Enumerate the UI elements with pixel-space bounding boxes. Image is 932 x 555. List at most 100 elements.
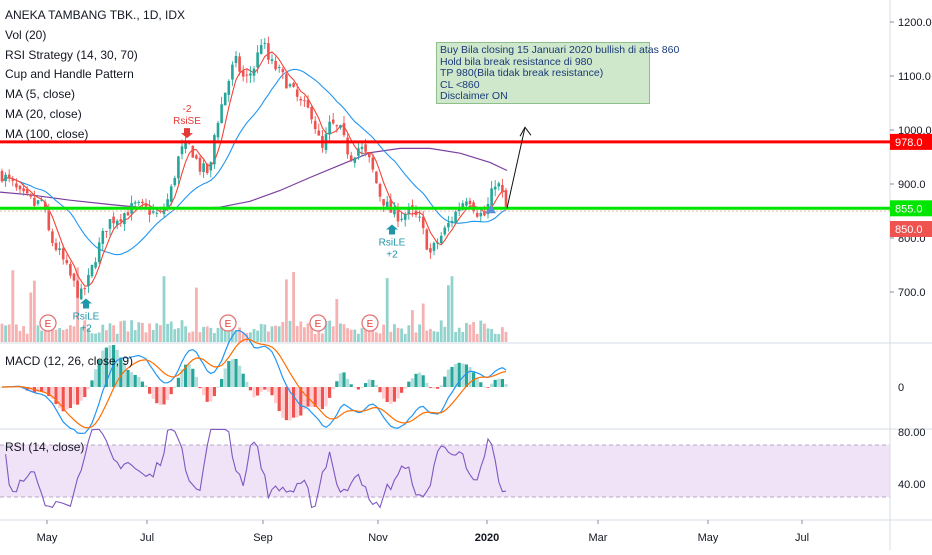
volume-bar xyxy=(79,327,83,342)
earnings-marker-label: E xyxy=(315,319,322,330)
earnings-marker-label: E xyxy=(367,319,374,330)
macd-histogram-bar xyxy=(241,373,245,387)
macd-histogram-bar xyxy=(212,387,216,397)
macd-histogram-bar xyxy=(493,379,497,387)
volume-bar xyxy=(25,333,29,342)
candle-body xyxy=(479,212,483,217)
macd-histogram-bar xyxy=(317,387,321,407)
volume-bar xyxy=(4,325,7,342)
macd-histogram-bar xyxy=(288,387,292,421)
macd-histogram-bar xyxy=(464,364,468,387)
macd-histogram-bar xyxy=(216,386,220,388)
macd-histogram-bar xyxy=(461,363,465,387)
candle-body xyxy=(54,242,58,250)
candle-body xyxy=(346,137,349,155)
volume-bar xyxy=(0,323,4,342)
volume-bar xyxy=(166,323,169,342)
volume-bar xyxy=(115,333,119,342)
volume-bar xyxy=(94,333,97,342)
volume-bar xyxy=(216,327,220,342)
candle-body xyxy=(209,162,213,171)
annotation-callout[interactable]: Buy Bila closing 15 Januari 2020 bullish… xyxy=(436,42,679,104)
candle-body xyxy=(227,81,231,95)
volume-bar xyxy=(256,330,259,342)
macd-histogram-bar xyxy=(248,387,252,391)
volume-bar xyxy=(501,327,504,342)
volume-bar xyxy=(144,332,148,342)
x-tick-label: May xyxy=(37,532,58,544)
macd-histogram-bar xyxy=(443,376,447,387)
macd-histogram-bar xyxy=(403,387,407,389)
price-tick-label: 700.0 xyxy=(898,287,926,299)
volume-bar xyxy=(270,326,274,342)
macd-histogram-bar xyxy=(126,369,130,387)
macd-line xyxy=(1,329,507,435)
pattern-marker xyxy=(486,204,496,214)
volume-bar xyxy=(436,331,439,342)
candle-body xyxy=(331,119,335,124)
candle-body xyxy=(328,121,331,135)
volume-bar xyxy=(58,328,61,342)
macd-histogram-bar xyxy=(83,387,87,398)
candle-body xyxy=(180,146,184,155)
candle-body xyxy=(317,130,321,136)
macd-histogram-bar xyxy=(500,378,504,387)
volume-bar xyxy=(213,333,216,342)
macd-histogram-bar xyxy=(176,377,180,387)
candle-body xyxy=(371,157,375,170)
volume-bar xyxy=(180,320,184,342)
macd-histogram-bar xyxy=(342,372,346,387)
macd-histogram-bar xyxy=(72,387,76,405)
macd-histogram-bar xyxy=(400,387,404,393)
volume-bar xyxy=(130,320,133,342)
volume-bar xyxy=(382,324,385,342)
candle-body xyxy=(105,230,108,232)
macd-histogram-bar xyxy=(371,380,375,387)
volume-bar xyxy=(490,328,493,342)
macd-histogram-bar xyxy=(101,350,105,387)
macd-histogram-bar xyxy=(389,387,393,404)
candle-body xyxy=(47,207,51,231)
macd-histogram-bar xyxy=(58,387,62,409)
candle-body xyxy=(335,125,339,127)
volume-bar xyxy=(353,329,357,342)
macd-histogram-bar xyxy=(418,372,422,387)
macd-histogram-bar xyxy=(230,359,234,387)
macd-histogram-bar xyxy=(392,387,396,402)
macd-histogram-bar xyxy=(191,368,195,387)
volume-bar xyxy=(184,326,187,342)
volume-bar xyxy=(493,333,497,342)
candle-body xyxy=(94,262,97,268)
rsi-label[interactable]: RSI (14, close) xyxy=(5,440,85,454)
candle-body xyxy=(51,231,54,244)
macd-histogram-bar xyxy=(410,378,414,387)
candle-body xyxy=(245,74,249,76)
candle-body xyxy=(97,242,101,263)
macd-zero-label: 0 xyxy=(898,382,904,394)
macd-label[interactable]: MACD (12, 26, close, 9) xyxy=(5,354,134,368)
last-price-tag-bg xyxy=(890,221,932,237)
candle-body xyxy=(4,174,7,182)
candle-body xyxy=(342,123,346,136)
macd-histogram-bar xyxy=(364,383,368,387)
macd-histogram-bar xyxy=(97,359,101,387)
macd-histogram-bar xyxy=(227,361,231,387)
candle-body xyxy=(263,42,267,44)
macd-histogram-bar xyxy=(475,377,479,387)
earnings-marker-label: E xyxy=(225,319,232,330)
volume-bar xyxy=(108,323,112,342)
macd-histogram-bar xyxy=(432,387,436,389)
volume-bar xyxy=(468,324,472,342)
macd-histogram-bar xyxy=(482,386,486,388)
candle-body xyxy=(144,204,148,207)
volume-bar xyxy=(497,333,501,342)
rsi-tick-label: 40.00 xyxy=(898,479,926,491)
volume-bar xyxy=(209,327,213,342)
volume-bar xyxy=(371,325,375,342)
signal-buy-amount: +2 xyxy=(386,250,398,261)
macd-histogram-bar xyxy=(162,387,166,405)
macd-histogram-bar xyxy=(356,387,360,390)
macd-histogram-bar xyxy=(148,387,152,394)
candle-body xyxy=(15,183,18,188)
